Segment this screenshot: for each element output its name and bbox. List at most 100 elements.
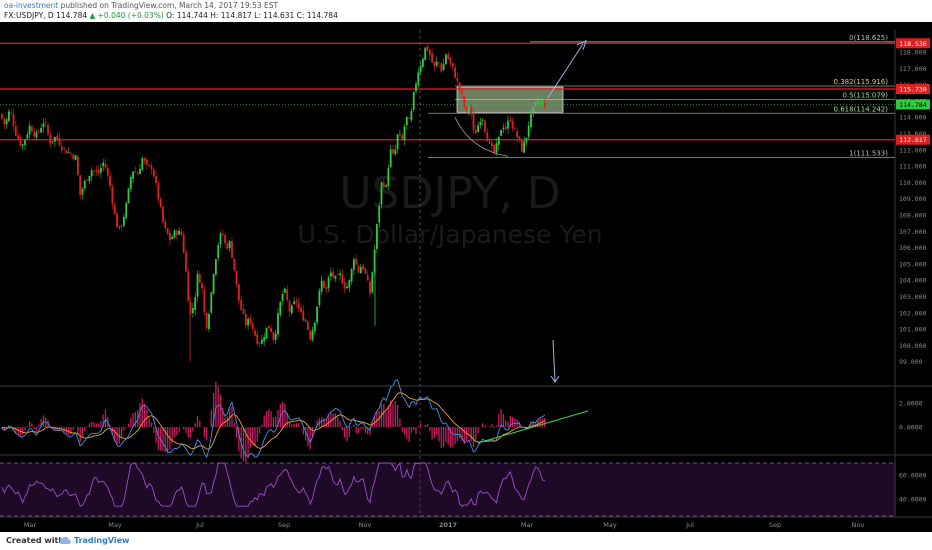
chart-header: oa-investment published on TradingView.c… bbox=[0, 0, 932, 22]
candle-body bbox=[201, 283, 203, 289]
candle-body bbox=[150, 165, 153, 170]
candle-body bbox=[67, 152, 70, 153]
candle-body bbox=[203, 289, 206, 313]
candle-body bbox=[247, 318, 249, 326]
candle-body bbox=[192, 308, 194, 313]
candle-body bbox=[530, 111, 532, 128]
candle-body bbox=[346, 286, 348, 289]
candle-body bbox=[438, 62, 440, 64]
candle-body bbox=[226, 243, 229, 249]
candle-body bbox=[477, 125, 479, 133]
candle-body bbox=[373, 249, 376, 273]
candle-body bbox=[152, 169, 155, 177]
created-with-text: Created with bbox=[6, 536, 65, 545]
y-tick-label: 109.000 bbox=[899, 195, 926, 203]
candle-body bbox=[362, 265, 364, 270]
candle-body bbox=[72, 154, 75, 159]
candle-body bbox=[493, 145, 496, 153]
candle-body bbox=[242, 309, 245, 314]
candle-body bbox=[113, 205, 116, 214]
candle-body bbox=[95, 170, 98, 172]
candle-body bbox=[93, 170, 95, 172]
candle-body bbox=[129, 176, 132, 190]
candle-body bbox=[543, 102, 546, 108]
candle-body bbox=[525, 137, 528, 143]
candle-body bbox=[221, 234, 224, 235]
candle-body bbox=[396, 134, 399, 150]
candle-body bbox=[357, 265, 360, 273]
candle-body bbox=[442, 64, 445, 71]
candle-body bbox=[277, 313, 279, 335]
candle-body bbox=[334, 276, 337, 279]
candle-body bbox=[470, 106, 473, 115]
candle-body bbox=[238, 284, 240, 301]
candle-body bbox=[479, 122, 482, 126]
symbol-line: FX:USDJPY, D 114.784 ▲ +0.040 (+0.03%) O… bbox=[4, 11, 338, 21]
candle-body bbox=[355, 259, 358, 265]
candle-body bbox=[456, 77, 459, 81]
y-tick-label: 113.000 bbox=[899, 130, 926, 138]
candle-body bbox=[532, 106, 535, 112]
candle-body bbox=[481, 119, 484, 121]
fib-level-label: 0(118.625) bbox=[849, 34, 888, 42]
candle-body bbox=[10, 112, 13, 114]
price-change: ▲ +0.040 (+0.03%) bbox=[89, 11, 164, 20]
candle-body bbox=[100, 167, 102, 173]
candle-body bbox=[17, 135, 19, 139]
candle-body bbox=[504, 126, 507, 130]
candle-body bbox=[141, 158, 144, 170]
candle-body bbox=[182, 234, 185, 253]
author-link[interactable]: oa-investment bbox=[4, 1, 59, 10]
candle-body bbox=[514, 128, 516, 130]
x-tick-label: Nov bbox=[852, 521, 865, 529]
y-tick-label: 104.000 bbox=[899, 277, 926, 285]
fib-level-label: 0.618(114.242) bbox=[834, 105, 889, 113]
candle-body bbox=[426, 46, 429, 51]
candle-body bbox=[40, 128, 42, 133]
candle-body bbox=[502, 127, 505, 130]
candle-body bbox=[104, 164, 107, 168]
candle-body bbox=[155, 176, 157, 184]
candle-body bbox=[509, 119, 512, 122]
candle-body bbox=[1, 113, 3, 119]
y-tick-label: 111.000 bbox=[899, 163, 926, 171]
candle-body bbox=[520, 139, 523, 152]
candle-body bbox=[65, 150, 68, 154]
usdjpy-chart[interactable]: USDJPY, DU.S. Dollar/Japanese Yen 118.000… bbox=[0, 22, 932, 532]
symbol-name: FX:USDJPY, D bbox=[4, 11, 54, 20]
candle-body bbox=[35, 132, 38, 138]
candle-body bbox=[465, 106, 468, 110]
candle-body bbox=[148, 164, 151, 167]
candle-body bbox=[178, 230, 180, 235]
candle-body bbox=[431, 53, 433, 63]
fib-level-label: 0.382(115.916) bbox=[834, 78, 889, 86]
candle-body bbox=[313, 322, 316, 332]
last-price: 114.784 bbox=[56, 11, 88, 20]
candle-body bbox=[440, 63, 443, 72]
candle-body bbox=[320, 280, 323, 292]
level-price-tag bbox=[896, 134, 930, 145]
candle-body bbox=[224, 235, 226, 244]
candle-body bbox=[56, 135, 59, 140]
candle-body bbox=[401, 135, 404, 140]
candle-body bbox=[106, 168, 109, 176]
y-tick-label: 112.000 bbox=[899, 146, 926, 154]
candle-body bbox=[90, 170, 93, 177]
candle-body bbox=[194, 297, 197, 310]
candle-body bbox=[219, 233, 222, 245]
candle-body bbox=[382, 182, 385, 188]
candle-body bbox=[468, 107, 470, 112]
candle-body bbox=[8, 111, 10, 121]
candle-body bbox=[21, 144, 24, 147]
candle-body bbox=[123, 216, 125, 226]
tradingview-brand[interactable]: TradingView bbox=[74, 536, 130, 545]
candle-body bbox=[422, 58, 424, 67]
candle-body bbox=[3, 118, 6, 125]
candle-body bbox=[527, 125, 530, 137]
y-tick-label: 114.000 bbox=[899, 114, 926, 122]
candle-body bbox=[97, 170, 100, 174]
candle-body bbox=[254, 330, 256, 336]
candle-body bbox=[116, 213, 118, 228]
y-tick-label: 106.000 bbox=[899, 244, 926, 252]
y-tick-label: 117.000 bbox=[899, 65, 926, 73]
